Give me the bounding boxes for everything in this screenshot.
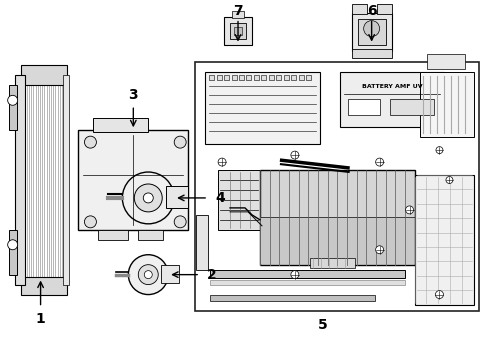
Text: 6: 6 xyxy=(367,4,376,18)
Bar xyxy=(292,75,296,80)
Bar xyxy=(21,66,67,85)
Circle shape xyxy=(174,216,186,228)
Circle shape xyxy=(376,158,384,166)
Bar xyxy=(427,54,465,69)
Bar xyxy=(377,4,392,14)
Text: 3: 3 xyxy=(128,88,138,102)
Text: 2: 2 xyxy=(207,267,217,282)
Bar xyxy=(390,99,435,115)
Bar xyxy=(348,99,380,115)
Bar xyxy=(232,75,237,80)
Circle shape xyxy=(8,95,18,105)
Circle shape xyxy=(364,21,380,37)
Bar xyxy=(9,85,17,130)
Bar xyxy=(276,75,281,80)
Bar xyxy=(196,215,208,270)
Bar xyxy=(260,170,415,265)
Text: 1: 1 xyxy=(36,312,46,327)
Bar xyxy=(352,49,392,58)
Bar xyxy=(205,72,320,144)
Bar xyxy=(246,75,251,80)
Circle shape xyxy=(134,184,162,212)
Bar xyxy=(98,230,128,240)
Bar xyxy=(306,75,311,80)
Bar xyxy=(166,186,188,208)
Circle shape xyxy=(174,136,186,148)
Circle shape xyxy=(84,216,97,228)
Bar xyxy=(23,84,65,276)
Bar xyxy=(138,230,163,240)
Bar xyxy=(195,62,479,311)
Circle shape xyxy=(436,147,443,154)
Circle shape xyxy=(8,240,18,250)
Bar xyxy=(269,75,274,80)
Bar xyxy=(210,294,375,301)
Bar xyxy=(261,219,414,264)
Circle shape xyxy=(291,271,299,279)
Bar xyxy=(262,75,267,80)
Circle shape xyxy=(436,291,443,298)
Text: 5: 5 xyxy=(318,319,328,332)
Bar xyxy=(94,118,148,132)
Text: BATTERY AMF UV: BATTERY AMF UV xyxy=(362,84,422,89)
Circle shape xyxy=(291,151,299,159)
Bar xyxy=(284,75,289,80)
Bar xyxy=(254,75,259,80)
Bar xyxy=(419,72,474,137)
Bar xyxy=(358,19,386,45)
Circle shape xyxy=(376,246,384,254)
Bar xyxy=(218,170,260,230)
Bar xyxy=(299,75,304,80)
Bar xyxy=(21,276,67,294)
Bar xyxy=(217,75,221,80)
Bar xyxy=(239,75,244,80)
Circle shape xyxy=(143,193,153,203)
Circle shape xyxy=(128,255,168,294)
Bar xyxy=(78,130,188,230)
Bar xyxy=(310,258,355,268)
Bar xyxy=(232,11,244,18)
Bar xyxy=(210,280,405,285)
Bar xyxy=(161,265,179,283)
Circle shape xyxy=(122,172,174,224)
Circle shape xyxy=(84,136,97,148)
Bar xyxy=(210,270,405,278)
Bar xyxy=(352,13,392,50)
Circle shape xyxy=(446,176,453,184)
Circle shape xyxy=(218,158,226,166)
Bar xyxy=(9,230,17,275)
Bar xyxy=(15,75,24,285)
Text: 4: 4 xyxy=(215,191,225,205)
Bar xyxy=(352,4,367,14)
Bar xyxy=(63,75,69,285)
Bar xyxy=(209,75,214,80)
Circle shape xyxy=(138,265,158,285)
Circle shape xyxy=(144,271,152,279)
Bar xyxy=(340,72,444,127)
Bar xyxy=(224,17,252,45)
Bar xyxy=(234,27,242,35)
Bar xyxy=(415,175,474,305)
Circle shape xyxy=(406,206,414,214)
Text: 7: 7 xyxy=(233,4,243,18)
Bar xyxy=(224,75,229,80)
Bar xyxy=(230,23,246,39)
